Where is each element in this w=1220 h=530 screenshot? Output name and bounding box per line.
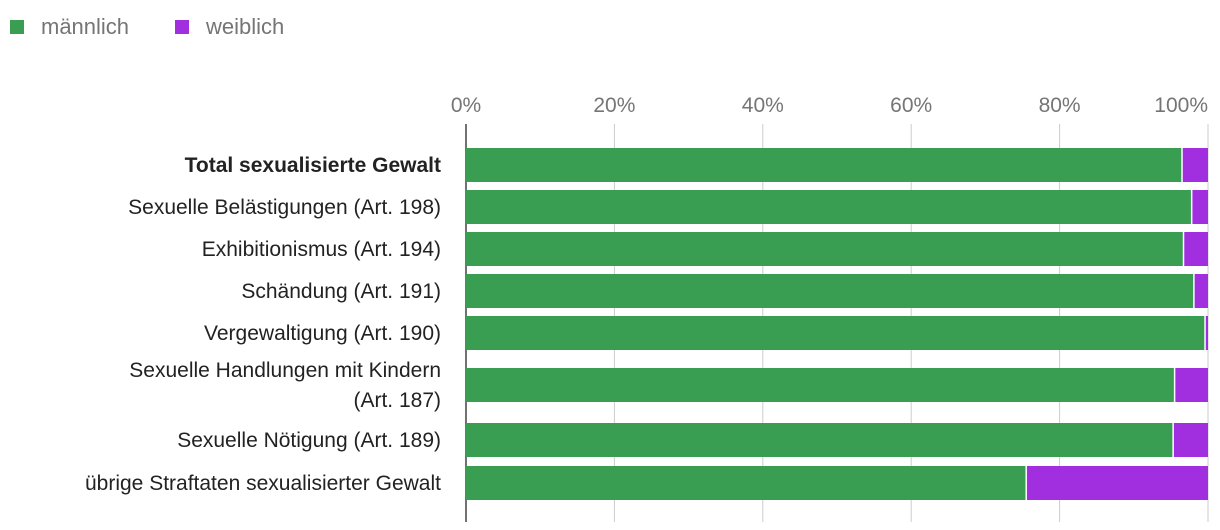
bar-7-weiblich (1026, 466, 1208, 500)
category-label-5-line-0: Sexuelle Handlungen mit Kindern (129, 359, 441, 382)
bar-5-maennlich (466, 368, 1175, 402)
x-tick-label-3: 60% (890, 94, 932, 117)
bar-6-weiblich (1173, 423, 1208, 457)
category-label-5-line-1: (Art. 187) (353, 389, 441, 412)
category-label-2: Exhibitionismus (Art. 194) (202, 238, 441, 261)
bar-0-weiblich (1182, 148, 1208, 182)
category-label-0: Total sexualisierte Gewalt (185, 154, 441, 177)
bar-2-weiblich (1183, 232, 1208, 266)
legend-label-1: weiblich (205, 14, 284, 39)
bar-3-maennlich (466, 274, 1194, 308)
bar-4-weiblich (1205, 316, 1208, 350)
bar-6-maennlich (466, 423, 1174, 457)
legend-swatch-1 (175, 20, 189, 34)
legend-label-0: männlich (41, 14, 129, 39)
bars (466, 148, 1208, 500)
bar-2-maennlich (466, 232, 1184, 266)
legend-swatch-0 (10, 20, 24, 34)
x-tick-label-0: 0% (451, 94, 481, 117)
x-tick-label-1: 20% (593, 94, 635, 117)
x-axis-ticks: 0% 20% 40% 60% 80% 100% (451, 94, 1208, 117)
bar-1-maennlich (466, 190, 1192, 224)
x-tick-label-5: 100% (1154, 94, 1208, 117)
legend: männlich weiblich (10, 14, 284, 39)
x-tick-label-4: 80% (1039, 94, 1081, 117)
bar-0-maennlich (466, 148, 1183, 182)
category-label-3: Schändung (Art. 191) (241, 280, 441, 303)
bar-1-weiblich (1191, 190, 1208, 224)
category-label-7: übrige Straftaten sexualisierter Gewalt (85, 472, 441, 495)
bar-4-maennlich (466, 316, 1206, 350)
category-label-1: Sexuelle Belästigungen (Art. 198) (128, 196, 441, 219)
category-label-6: Sexuelle Nötigung (Art. 189) (177, 429, 441, 452)
bar-7-maennlich (466, 466, 1027, 500)
bar-3-weiblich (1193, 274, 1208, 308)
category-label-4: Vergewaltigung (Art. 190) (204, 322, 441, 345)
x-tick-label-2: 40% (742, 94, 784, 117)
category-labels: Total sexualisierte Gewalt Sexuelle Beläs… (85, 154, 441, 495)
bar-5-weiblich (1174, 368, 1208, 402)
